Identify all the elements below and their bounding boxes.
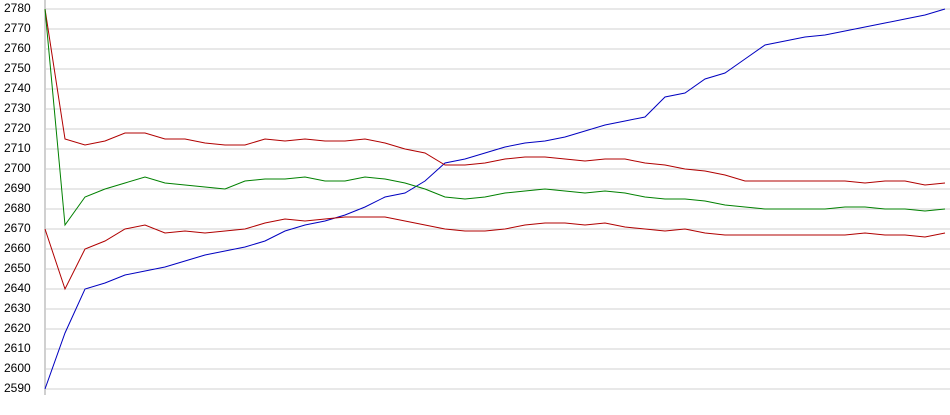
- y-tick-label: 2640: [4, 281, 31, 295]
- y-tick-label: 2660: [4, 241, 31, 255]
- y-tick-label: 2760: [4, 41, 31, 55]
- y-tick-label: 2720: [4, 121, 31, 135]
- y-tick-label: 2730: [4, 101, 31, 115]
- data-line: [44, 8, 946, 390]
- y-tick-label: 2700: [4, 161, 31, 175]
- y-tick-label: 2600: [4, 361, 31, 375]
- y-tick-label: 2710: [4, 141, 31, 155]
- y-tick-label: 2680: [4, 201, 31, 215]
- y-tick-label: 2630: [4, 301, 31, 315]
- y-tick-label: 2590: [4, 381, 31, 395]
- y-tick-label: 2750: [4, 61, 31, 75]
- y-tick-label: 2690: [4, 181, 31, 195]
- y-tick-label: 2740: [4, 81, 31, 95]
- data-line: [44, 8, 946, 186]
- data-line: [44, 216, 946, 291]
- y-tick-label: 2670: [4, 221, 31, 235]
- y-tick-label: 2650: [4, 261, 31, 275]
- y-tick-label: 2780: [4, 1, 31, 15]
- y-tick-label: 2610: [4, 341, 31, 355]
- data-line: [44, 8, 946, 227]
- y-tick-label: 2620: [4, 321, 31, 335]
- y-tick-label: 2770: [4, 21, 31, 35]
